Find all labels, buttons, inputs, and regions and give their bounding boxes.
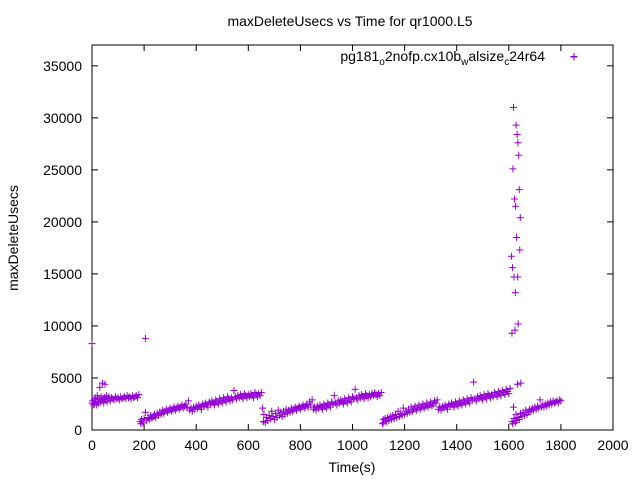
data-point xyxy=(506,384,514,392)
data-point xyxy=(103,398,111,406)
y-tick-label: 25000 xyxy=(43,162,82,178)
x-tick-label: 1200 xyxy=(389,437,420,453)
data-point xyxy=(505,390,513,398)
data-point xyxy=(515,151,523,159)
data-point xyxy=(432,399,440,407)
y-tick-label: 30000 xyxy=(43,110,82,126)
chart-title: maxDeleteUsecs vs Time for qr1000.L5 xyxy=(227,13,472,29)
data-point xyxy=(330,392,338,400)
data-point xyxy=(556,396,564,404)
data-point xyxy=(509,403,517,411)
data-point xyxy=(137,420,145,428)
data-point xyxy=(513,130,521,138)
y-tick-label: 35000 xyxy=(43,58,82,74)
x-tick-label: 600 xyxy=(237,437,261,453)
data-point xyxy=(141,408,149,416)
legend-label: pg181o2nofp.cx10bwalsizec24r64 xyxy=(340,48,545,68)
x-tick-label: 400 xyxy=(185,437,209,453)
y-tick-label: 5000 xyxy=(51,370,82,386)
legend-marker-glyph xyxy=(570,53,578,61)
data-point xyxy=(265,411,273,419)
data-point xyxy=(512,410,520,418)
data-point xyxy=(513,380,521,388)
x-tick-label: 2000 xyxy=(597,437,628,453)
x-tick-label: 1000 xyxy=(337,437,368,453)
data-point xyxy=(259,418,267,426)
x-tick-label: 1800 xyxy=(545,437,576,453)
x-tick-label: 200 xyxy=(132,437,156,453)
y-tick-label: 10000 xyxy=(43,318,82,334)
data-point xyxy=(516,214,524,222)
data-points xyxy=(88,52,578,428)
data-point xyxy=(135,391,143,399)
data-point xyxy=(508,264,516,272)
data-point xyxy=(268,407,276,415)
data-point xyxy=(557,397,565,405)
x-tick-label: 0 xyxy=(88,437,96,453)
data-point xyxy=(433,396,441,404)
y-tick-label: 20000 xyxy=(43,214,82,230)
data-point xyxy=(88,340,96,348)
data-point xyxy=(96,383,104,391)
data-point xyxy=(514,320,522,328)
data-point xyxy=(509,103,517,111)
data-point xyxy=(511,289,519,297)
x-axis-label: Time(s) xyxy=(329,459,376,475)
data-point xyxy=(230,386,238,394)
data-point xyxy=(513,234,521,241)
data-point xyxy=(139,419,147,427)
x-tick-label: 1400 xyxy=(441,437,472,453)
data-point xyxy=(509,165,517,173)
data-point xyxy=(507,252,515,260)
data-point xyxy=(517,379,525,387)
legend: pg181o2nofp.cx10bwalsizec24r64 xyxy=(340,48,578,68)
data-point xyxy=(351,385,359,393)
x-axis: 0 200 400 600 800 1000 1200 1400 1600 1800 2000 xyxy=(88,45,629,453)
data-point xyxy=(376,392,384,400)
data-point xyxy=(515,186,523,194)
data-point xyxy=(377,389,385,397)
data-point xyxy=(134,394,142,402)
data-point xyxy=(511,195,519,203)
data-point xyxy=(378,420,386,428)
data-point xyxy=(141,334,149,342)
data-point xyxy=(184,397,192,405)
data-point xyxy=(536,396,544,404)
data-point xyxy=(508,329,516,337)
x-tick-label: 800 xyxy=(289,437,313,453)
y-axis-label: maxDeleteUsecs xyxy=(5,185,21,291)
data-point xyxy=(256,392,264,400)
legend-marker xyxy=(570,53,578,61)
data-point xyxy=(257,389,265,397)
y-tick-label: 15000 xyxy=(43,266,82,282)
y-tick-label: 0 xyxy=(74,422,82,438)
data-point xyxy=(512,202,520,210)
data-point xyxy=(514,139,522,147)
y-axis: 0 5000 10000 15000 20000 25000 30000 35000 xyxy=(43,58,613,438)
data-point xyxy=(259,404,267,412)
data-point xyxy=(511,326,519,334)
data-point xyxy=(470,378,478,386)
data-point xyxy=(101,380,109,388)
data-point xyxy=(512,121,520,129)
x-tick-label: 1600 xyxy=(493,437,524,453)
data-point xyxy=(514,273,522,281)
data-point xyxy=(307,401,315,409)
data-point xyxy=(100,399,108,407)
data-point xyxy=(516,246,524,254)
data-point xyxy=(308,396,316,404)
